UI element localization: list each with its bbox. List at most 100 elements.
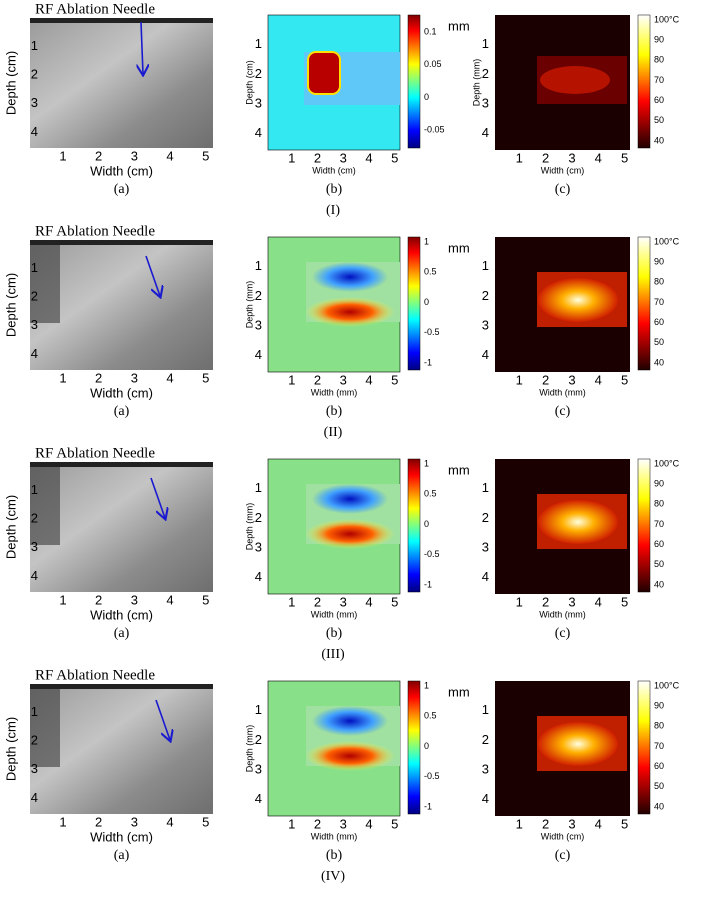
y-tick-label: 1 [482,480,489,495]
y-tick-label: 1 [31,38,38,53]
y-axis-label: Depth (cm) [3,51,18,115]
row-label: (I) [326,203,340,218]
y-tick-label: 2 [255,510,262,525]
panel-caption: (c) [555,404,571,419]
y-axis-label: Depth (cm) [3,495,18,559]
x-tick-label: 2 [542,150,549,165]
y-axis-label: Depth (mm) [471,59,481,107]
top-band [30,684,213,689]
pos-blob [305,519,395,549]
y-tick-label: 2 [31,289,38,304]
x-tick-label: 2 [542,594,549,609]
panel-title: RF Ablation Needle [35,1,155,17]
x-tick-label: 1 [59,148,66,163]
colorbar-tick-label: 90 [654,701,664,711]
hot-region [540,66,610,94]
y-tick-label: 4 [482,125,489,140]
colorbar-tick-label: 0 [424,741,429,751]
y-tick-label: 3 [255,540,262,555]
colorbar-tick-label: 100°C [654,14,680,24]
colorbar-tick-label: 80 [654,721,664,731]
pos-blob [305,297,395,327]
y-tick-label: 2 [31,511,38,526]
y-tick-label: 3 [31,539,38,554]
x-tick-label: 5 [621,372,628,387]
colorbar-tick-label: 90 [654,35,664,45]
y-tick-label: 2 [31,733,38,748]
x-tick-label: 5 [621,594,628,609]
y-tick-label: 1 [31,704,38,719]
colorbar-tick-label: 40 [654,579,664,589]
x-tick-label: 3 [340,372,347,387]
roi-hot [307,51,341,95]
x-tick-label: 1 [288,372,295,387]
x-axis-label: Width (cm) [541,165,585,175]
y-tick-label: 4 [31,124,38,139]
colorbar-tick-label: 40 [654,357,664,367]
colorbar-tick-label: -0.5 [424,771,440,781]
colorbar-tick-label: 100°C [654,680,680,690]
colorbar [407,680,421,815]
panel-caption: (a) [114,404,130,419]
x-tick-label: 2 [95,592,102,607]
y-axis-label: Depth (cm) [3,273,18,337]
ultrasound-image [30,240,213,370]
y-tick-label: 4 [255,125,262,140]
x-tick-label: 2 [542,372,549,387]
colorbar-tick-label: 90 [654,257,664,267]
x-axis-label: Width (mm) [311,831,358,841]
x-tick-label: 1 [516,594,523,609]
colorbar-tick-label: 50 [654,559,664,569]
y-tick-label: 2 [31,67,38,82]
x-axis-label: Width (mm) [311,609,358,619]
neg-blob [312,706,388,736]
y-tick-label: 4 [255,347,262,362]
x-tick-label: 4 [595,372,602,387]
colorbar-tick-label: 70 [654,519,664,529]
panel-caption: (c) [555,182,571,197]
colorbar-tick-label: 0.5 [424,711,437,721]
colorbar-tick-label: 70 [654,741,664,751]
x-axis-label: Width (cm) [90,385,153,400]
x-tick-label: 2 [314,372,321,387]
y-tick-label: 4 [31,346,38,361]
x-tick-label: 4 [595,150,602,165]
colorbar [637,680,651,815]
y-tick-label: 3 [482,762,489,777]
x-tick-label: 1 [516,372,523,387]
neg-blob [312,484,388,514]
x-tick-label: 5 [621,816,628,831]
x-tick-label: 3 [568,816,575,831]
y-tick-label: 1 [255,702,262,717]
x-tick-label: 3 [568,150,575,165]
x-tick-label: 4 [595,594,602,609]
x-axis-label: Width (cm) [90,163,153,178]
y-tick-label: 3 [255,318,262,333]
colorbar [637,458,651,593]
colorbar-tick-label: 0.5 [424,489,437,499]
x-tick-label: 2 [314,594,321,609]
probe-shadow [30,245,60,323]
x-axis-label: Width (mm) [539,387,586,397]
panel-title: RF Ablation Needle [35,667,155,683]
panel-caption: (c) [555,848,571,863]
y-tick-label: 2 [482,510,489,525]
x-tick-label: 3 [131,592,138,607]
colorbar-unit: mm [448,684,470,699]
x-tick-label: 4 [595,816,602,831]
y-axis-label: Depth (mm) [244,503,254,551]
x-tick-label: 3 [131,370,138,385]
y-tick-label: 3 [482,540,489,555]
x-axis-label: Width (cm) [312,165,356,175]
hot-region [538,500,618,544]
x-tick-label: 1 [59,814,66,829]
colorbar-tick-label: 40 [654,135,664,145]
colorbar-unit: mm [448,240,470,255]
colorbar [407,236,421,371]
colorbar-tick-label: 40 [654,801,664,811]
x-tick-label: 2 [314,816,321,831]
colorbar-tick-label: 0.5 [424,267,437,277]
y-tick-label: 3 [482,96,489,111]
x-tick-label: 4 [166,148,173,163]
probe-shadow [30,689,60,767]
